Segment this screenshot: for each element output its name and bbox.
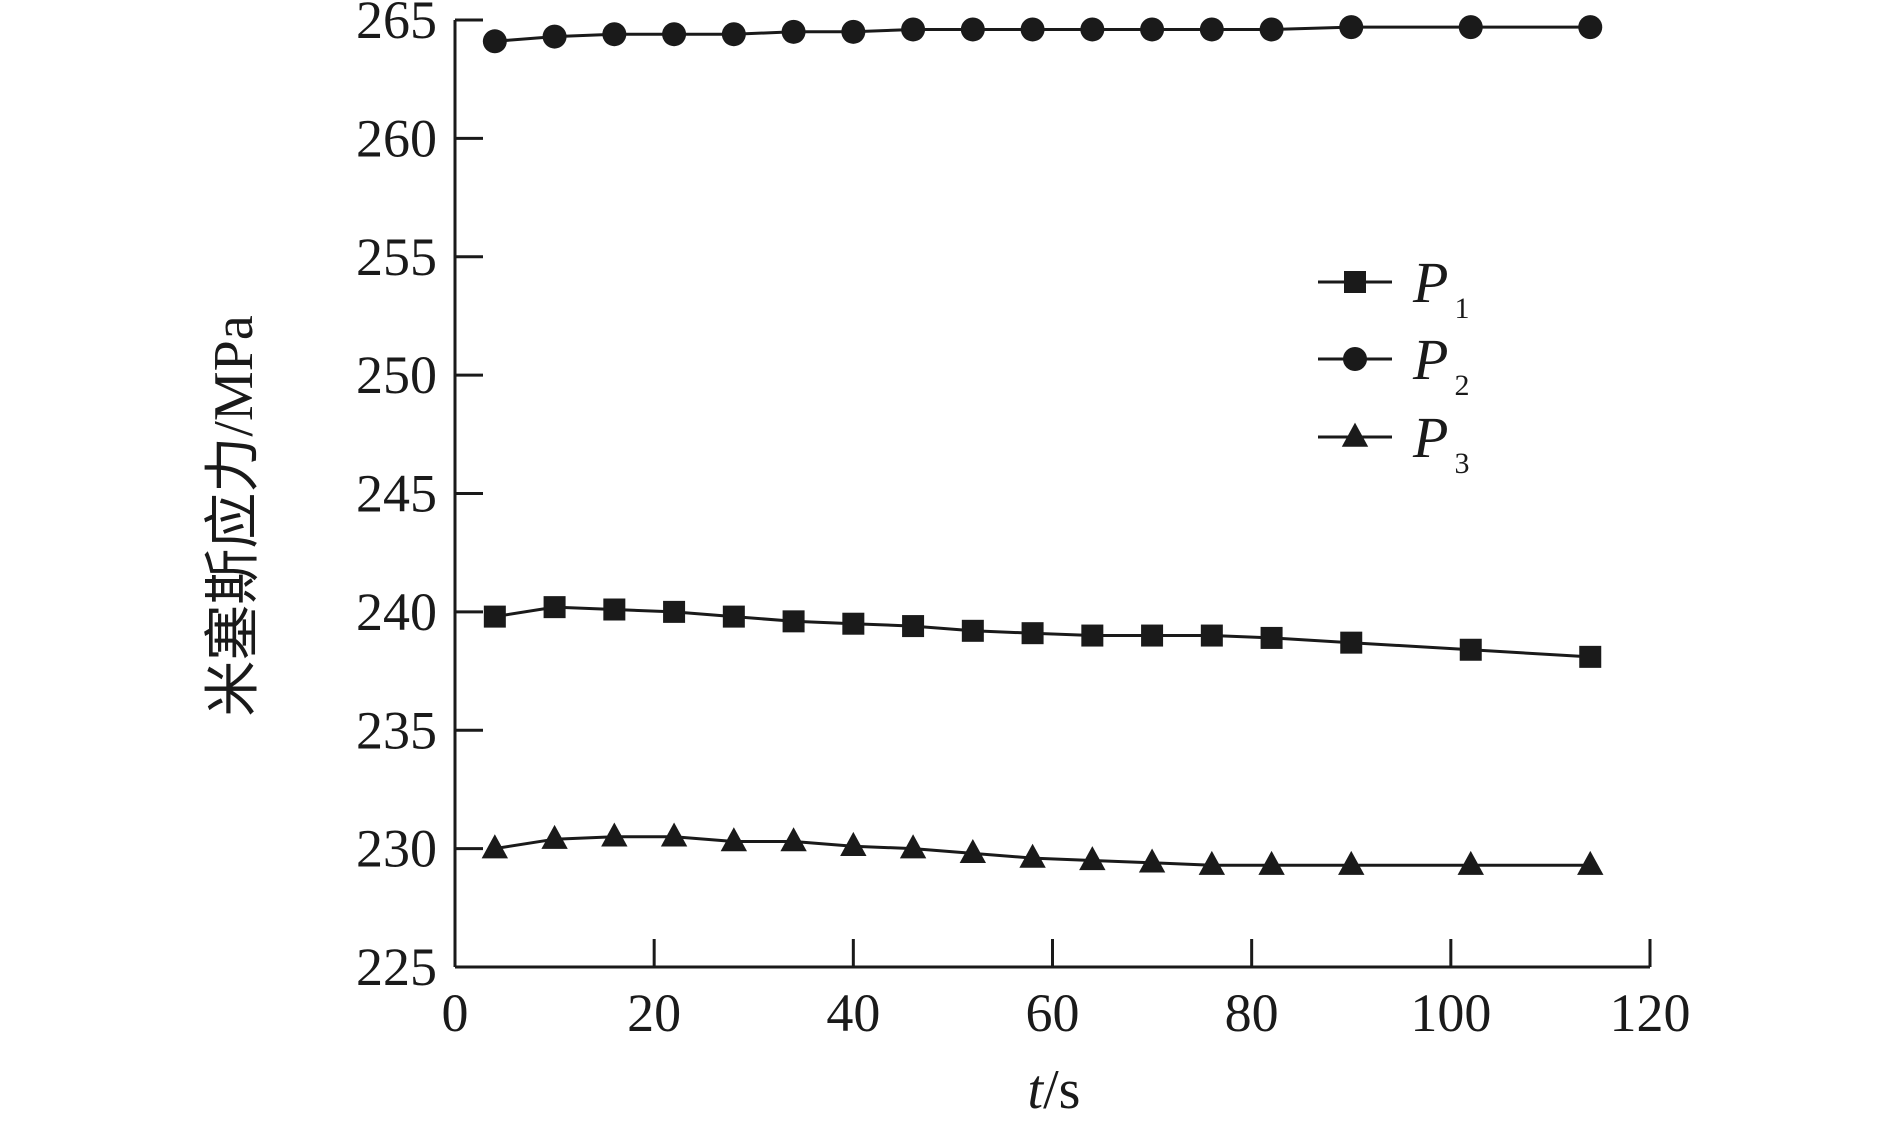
- x-axis-title: t/s: [1028, 1059, 1081, 1121]
- data-point-P3: [1198, 850, 1226, 875]
- legend-label-subscript: 1: [1454, 292, 1469, 325]
- data-point-P2: [542, 24, 567, 49]
- y-tick-label: 245: [356, 464, 437, 524]
- data-point-P1: [1021, 622, 1044, 645]
- x-tick-label: 80: [1225, 983, 1279, 1043]
- data-point-P3: [959, 839, 987, 864]
- data-point-P3: [899, 834, 927, 859]
- data-point-P1: [543, 596, 566, 619]
- data-point-P1: [603, 598, 626, 621]
- data-point-P1: [842, 612, 865, 635]
- x-tick-label: 120: [1610, 983, 1691, 1043]
- data-point-P1: [902, 615, 925, 638]
- data-point-P3: [1079, 846, 1106, 871]
- data-point-P1: [722, 605, 745, 628]
- data-point-P2: [1080, 17, 1105, 42]
- data-point-P3: [780, 827, 807, 852]
- data-point-P1: [1459, 638, 1482, 661]
- data-point-P2: [841, 19, 866, 44]
- legend-label-main: P: [1412, 405, 1448, 470]
- series-line-P3: [494, 835, 1591, 867]
- legend-label-main: P: [1412, 327, 1448, 392]
- series-P2: [482, 15, 1603, 54]
- legend-marker: [1341, 422, 1369, 447]
- y-tick-label: 240: [356, 582, 437, 642]
- data-point-P3: [1457, 850, 1484, 875]
- data-point-P3: [1138, 848, 1166, 873]
- legend-marker: [1344, 271, 1366, 293]
- data-point-P2: [721, 22, 746, 47]
- data-point-P2: [1020, 17, 1045, 42]
- data-point-P2: [1199, 17, 1224, 42]
- y-tick-label: 255: [356, 227, 437, 287]
- y-tick-label: 230: [356, 819, 437, 879]
- legend-label-subscript: 2: [1454, 369, 1469, 402]
- data-point-P1: [1579, 645, 1602, 668]
- data-point-P1: [782, 610, 805, 633]
- y-tick-label: 250: [356, 345, 437, 405]
- data-point-P1: [1340, 631, 1363, 654]
- data-point-P1: [1200, 624, 1223, 647]
- data-point-P2: [1259, 17, 1284, 42]
- data-point-P2: [1140, 17, 1165, 42]
- x-tick-label: 100: [1410, 983, 1491, 1043]
- data-point-P3: [601, 822, 628, 847]
- legend-marker: [1343, 347, 1367, 371]
- x-axis-title-variable: t: [1028, 1059, 1045, 1121]
- data-point-P2: [662, 22, 687, 47]
- x-axis-title-unit: /s: [1043, 1059, 1080, 1121]
- legend-label-main: P: [1412, 250, 1448, 315]
- y-tick-label: 265: [356, 0, 437, 50]
- y-tick-label: 225: [356, 937, 437, 997]
- y-axis-title: 米塞斯应力/MPa: [203, 315, 265, 716]
- data-point-P3: [1019, 843, 1046, 868]
- series-layer: [481, 15, 1604, 875]
- y-tick-label: 235: [356, 700, 437, 760]
- data-point-P2: [1458, 15, 1483, 40]
- data-point-P3: [1338, 850, 1365, 875]
- data-point-P3: [481, 834, 509, 859]
- data-point-P3: [660, 822, 688, 847]
- data-point-P3: [1258, 850, 1285, 875]
- data-point-P1: [961, 619, 984, 642]
- series-P1: [483, 596, 1602, 668]
- data-point-P1: [483, 605, 506, 628]
- data-point-P1: [663, 600, 686, 623]
- y-tick-label: 260: [356, 108, 437, 168]
- data-point-P2: [781, 19, 806, 44]
- data-point-P1: [1260, 626, 1283, 649]
- data-point-P2: [602, 22, 627, 47]
- data-point-P3: [1577, 850, 1604, 875]
- data-point-P1: [1081, 624, 1104, 647]
- data-point-P1: [1141, 624, 1164, 647]
- axes: [453, 20, 1650, 969]
- data-point-P2: [1339, 15, 1364, 40]
- x-tick-label: 60: [1026, 983, 1080, 1043]
- data-point-P2: [1578, 15, 1603, 40]
- data-point-P2: [960, 17, 985, 42]
- series-P3: [481, 822, 1604, 875]
- data-point-P3: [840, 831, 867, 856]
- x-tick-label: 20: [627, 983, 681, 1043]
- legend-label-subscript: 3: [1454, 447, 1469, 480]
- data-point-P2: [901, 17, 926, 42]
- ticks: 225 230 235 240 245 250 255 260 265 0 20 40 60 80 100 1…: [356, 0, 1691, 1043]
- data-point-P2: [482, 29, 507, 54]
- x-tick-label: 40: [826, 983, 880, 1043]
- legend: P 1P 2P 3: [1318, 250, 1469, 480]
- data-point-P3: [541, 824, 568, 849]
- data-point-P3: [720, 827, 748, 852]
- x-tick-label: 0: [442, 983, 469, 1043]
